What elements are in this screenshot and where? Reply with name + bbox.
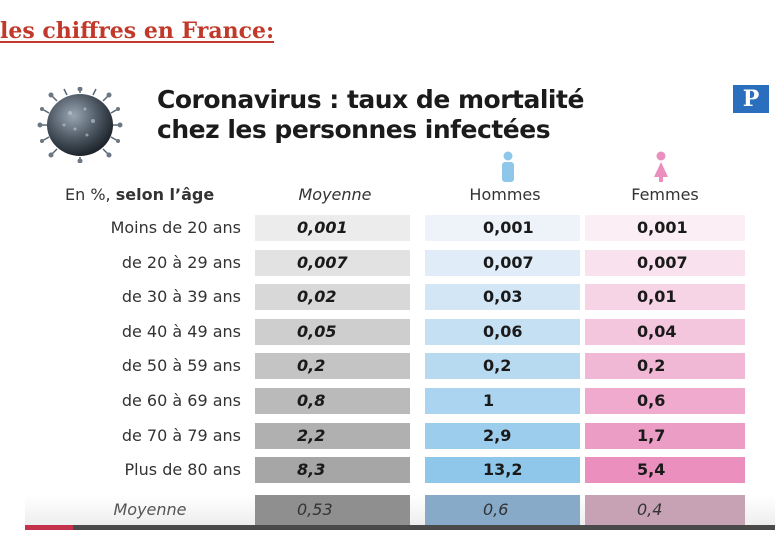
moyenne-cell: 0,2	[255, 353, 410, 380]
moyenne-cell: 0,05	[255, 318, 410, 345]
table-row: Moins de 20 ans 0,001 0,001 0,001	[55, 215, 745, 241]
hommes-cell: 0,03	[425, 284, 580, 311]
table-row: de 20 à 29 ans 0,007 0,007 0,007	[55, 249, 745, 276]
hommes-cell: 0,001	[425, 215, 580, 241]
title-line-2: chez les personnes infectées	[157, 115, 551, 144]
femmes-cell: 0,04	[585, 318, 745, 345]
table-row: Plus de 80 ans 8,3 13,2 5,4	[55, 457, 745, 484]
femmes-cell: 0,2	[585, 353, 745, 380]
average-label: Moyenne	[113, 500, 187, 519]
hommes-cell: 0,2	[425, 353, 580, 380]
femmes-cell: 0,007	[585, 249, 745, 276]
table-row: de 50 à 59 ans 0,2 0,2 0,2	[55, 353, 745, 380]
age-cell: de 20 à 29 ans	[121, 252, 241, 272]
age-cell: de 30 à 39 ans	[121, 287, 241, 307]
table-row: de 70 à 79 ans 2,2 2,9 1,7	[55, 422, 745, 449]
average-femmes: 0,4	[585, 495, 745, 525]
moyenne-cell: 0,02	[255, 284, 410, 311]
hommes-column-header: Hommes	[469, 185, 541, 204]
age-column-header: En %, selon l’âge	[65, 185, 247, 204]
moyenne-cell: 0,007	[255, 249, 410, 276]
moyenne-cell: 2,2	[255, 422, 410, 449]
publisher-logo: P	[733, 85, 769, 113]
femmes-cell: 0,01	[585, 284, 745, 311]
hommes-cell: 13,2	[425, 457, 580, 484]
hommes-cell: 0,007	[425, 249, 580, 276]
moyenne-cell: 8,3	[255, 457, 410, 484]
moyenne-column-header: Moyenne	[298, 185, 372, 204]
average-row: Moyenne 0,53 0,6 0,4	[25, 495, 775, 525]
age-cell: Plus de 80 ans	[124, 460, 241, 480]
hommes-cell: 0,06	[425, 318, 580, 345]
man-icon	[502, 151, 514, 182]
average-moyenne: 0,53	[255, 495, 410, 525]
moyenne-cell: 0,8	[255, 388, 410, 414]
woman-icon	[654, 151, 668, 182]
age-cell: de 40 à 49 ans	[121, 321, 241, 341]
hommes-cell: 2,9	[425, 422, 580, 449]
mortality-infographic: Coronavirus : taux de mortalité chez les…	[25, 75, 775, 530]
bottom-shadow-bar	[25, 525, 775, 530]
title-line-1: Coronavirus : taux de mortalité	[157, 85, 584, 114]
femmes-cell: 1,7	[585, 422, 745, 449]
age-cell: de 60 à 69 ans	[121, 391, 241, 410]
age-cell: de 70 à 79 ans	[121, 425, 241, 445]
infographic-title: Coronavirus : taux de mortalité chez les…	[157, 85, 584, 145]
coronavirus-icon	[37, 87, 123, 163]
age-cell: Moins de 20 ans	[110, 218, 241, 237]
femmes-column-header: Femmes	[631, 185, 699, 204]
average-hommes: 0,6	[425, 495, 580, 525]
table-row: de 30 à 39 ans 0,02 0,03 0,01	[55, 284, 745, 311]
femmes-cell: 0,001	[585, 215, 745, 241]
age-cell: de 50 à 59 ans	[121, 356, 241, 376]
table-row: de 40 à 49 ans 0,05 0,06 0,04	[55, 318, 745, 345]
femmes-cell: 5,4	[585, 457, 745, 484]
page-heading: les chiffres en France:	[0, 18, 275, 44]
hommes-cell: 1	[425, 388, 580, 414]
age-header-prefix: En %,	[65, 185, 111, 204]
age-header-bold: selon l’âge	[115, 185, 215, 204]
moyenne-cell: 0,001	[255, 215, 410, 241]
table-row: de 60 à 69 ans 0,8 1 0,6	[55, 388, 745, 414]
femmes-cell: 0,6	[585, 388, 745, 414]
bottom-accent-bar	[25, 525, 73, 530]
